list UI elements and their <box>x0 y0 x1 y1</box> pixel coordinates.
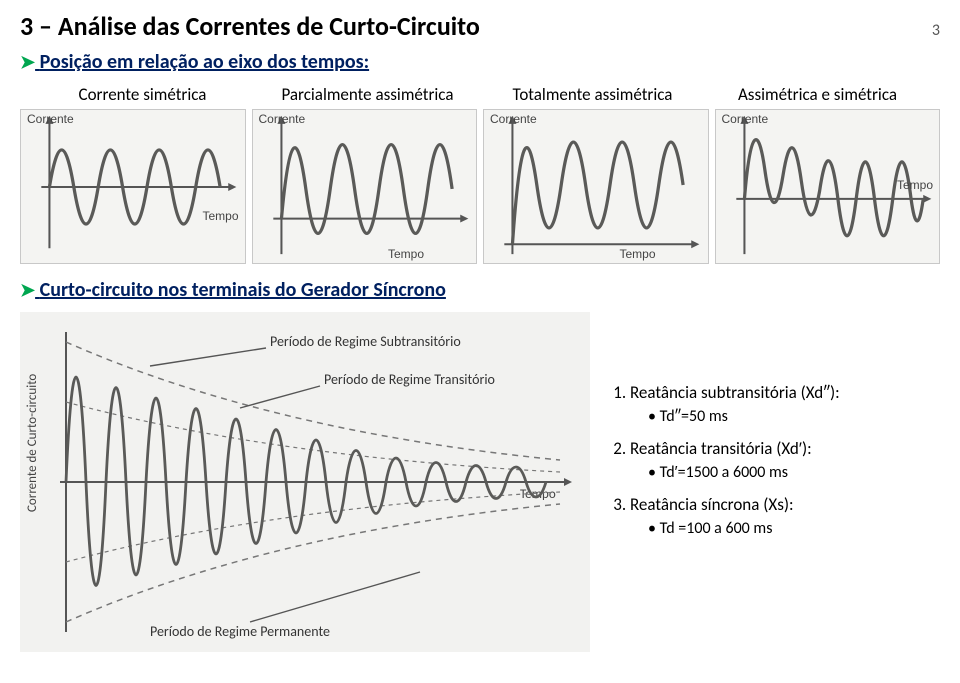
x-axis-label: Tempo <box>202 209 238 223</box>
regime-label-1: Período de Regime Subtransitório <box>270 333 461 350</box>
item-transient: Reatância transitória (Xd′): Td′=1500 a … <box>630 438 940 482</box>
wave-symmetric: Corrente Tempo <box>20 109 246 264</box>
y-axis-label: Corrente <box>27 112 74 126</box>
x-axis-label: Tempo <box>388 247 424 261</box>
subheading-position: Posição em relação ao eixo dos tempos: <box>20 50 940 74</box>
page-title: 3 – Análise das Correntes de Curto-Circu… <box>20 10 480 42</box>
regime-label-3: Período de Regime Permanente <box>150 623 330 640</box>
wave-partial-asym: Corrente Tempo <box>252 109 478 264</box>
item-label: Reatância síncrona (Xs): <box>630 494 794 515</box>
col-label-3: Totalmente assimétrica <box>480 84 705 105</box>
wave-asym-sym: Corrente Tempo <box>715 109 941 264</box>
col-label-4: Assimétrica e simétrica <box>705 84 930 105</box>
decay-waveform: Corrente de Curto-circuito Tempo Período… <box>20 312 590 652</box>
col-label-2: Parcialmente assimétrica <box>255 84 480 105</box>
item-value: Td″=50 ms <box>648 407 728 426</box>
item-synchronous: Reatância síncrona (Xs): Td =100 a 600 m… <box>630 494 940 538</box>
y-axis-label: Corrente <box>722 112 769 126</box>
item-value: Td′=1500 a 6000 ms <box>648 463 788 482</box>
subheading-text: Posição em relação ao eixo dos tempos: <box>40 50 369 74</box>
page-number: 3 <box>932 21 940 40</box>
wave-total-asym: Corrente Tempo <box>483 109 709 264</box>
item-label: Reatância subtransitória (Xd″): <box>630 382 840 403</box>
column-labels-row: Corrente simétrica Parcialmente assimétr… <box>30 84 930 105</box>
y-axis-label: Corrente <box>259 112 306 126</box>
x-axis-label: Tempo <box>897 178 933 192</box>
reactance-list: Reatância subtransitória (Xd″): Td″=50 m… <box>610 312 940 652</box>
waveforms-row: Corrente Tempo Corrente Tempo Corrente T… <box>20 109 940 264</box>
item-label: Reatância transitória (Xd′): <box>630 438 812 459</box>
y-axis-label: Corrente <box>490 112 537 126</box>
col-label-1: Corrente simétrica <box>30 84 255 105</box>
item-subtransient: Reatância subtransitória (Xd″): Td″=50 m… <box>630 382 940 426</box>
x-axis-label: Tempo <box>619 247 655 261</box>
regime-label-2: Período de Regime Transitório <box>324 371 495 388</box>
subheading-text: Curto-circuito nos terminais do Gerador … <box>40 278 446 302</box>
subheading-generator: Curto-circuito nos terminais do Gerador … <box>20 278 940 302</box>
y-axis-label: Corrente de Curto-circuito <box>25 374 40 512</box>
item-value: Td =100 a 600 ms <box>648 519 772 538</box>
